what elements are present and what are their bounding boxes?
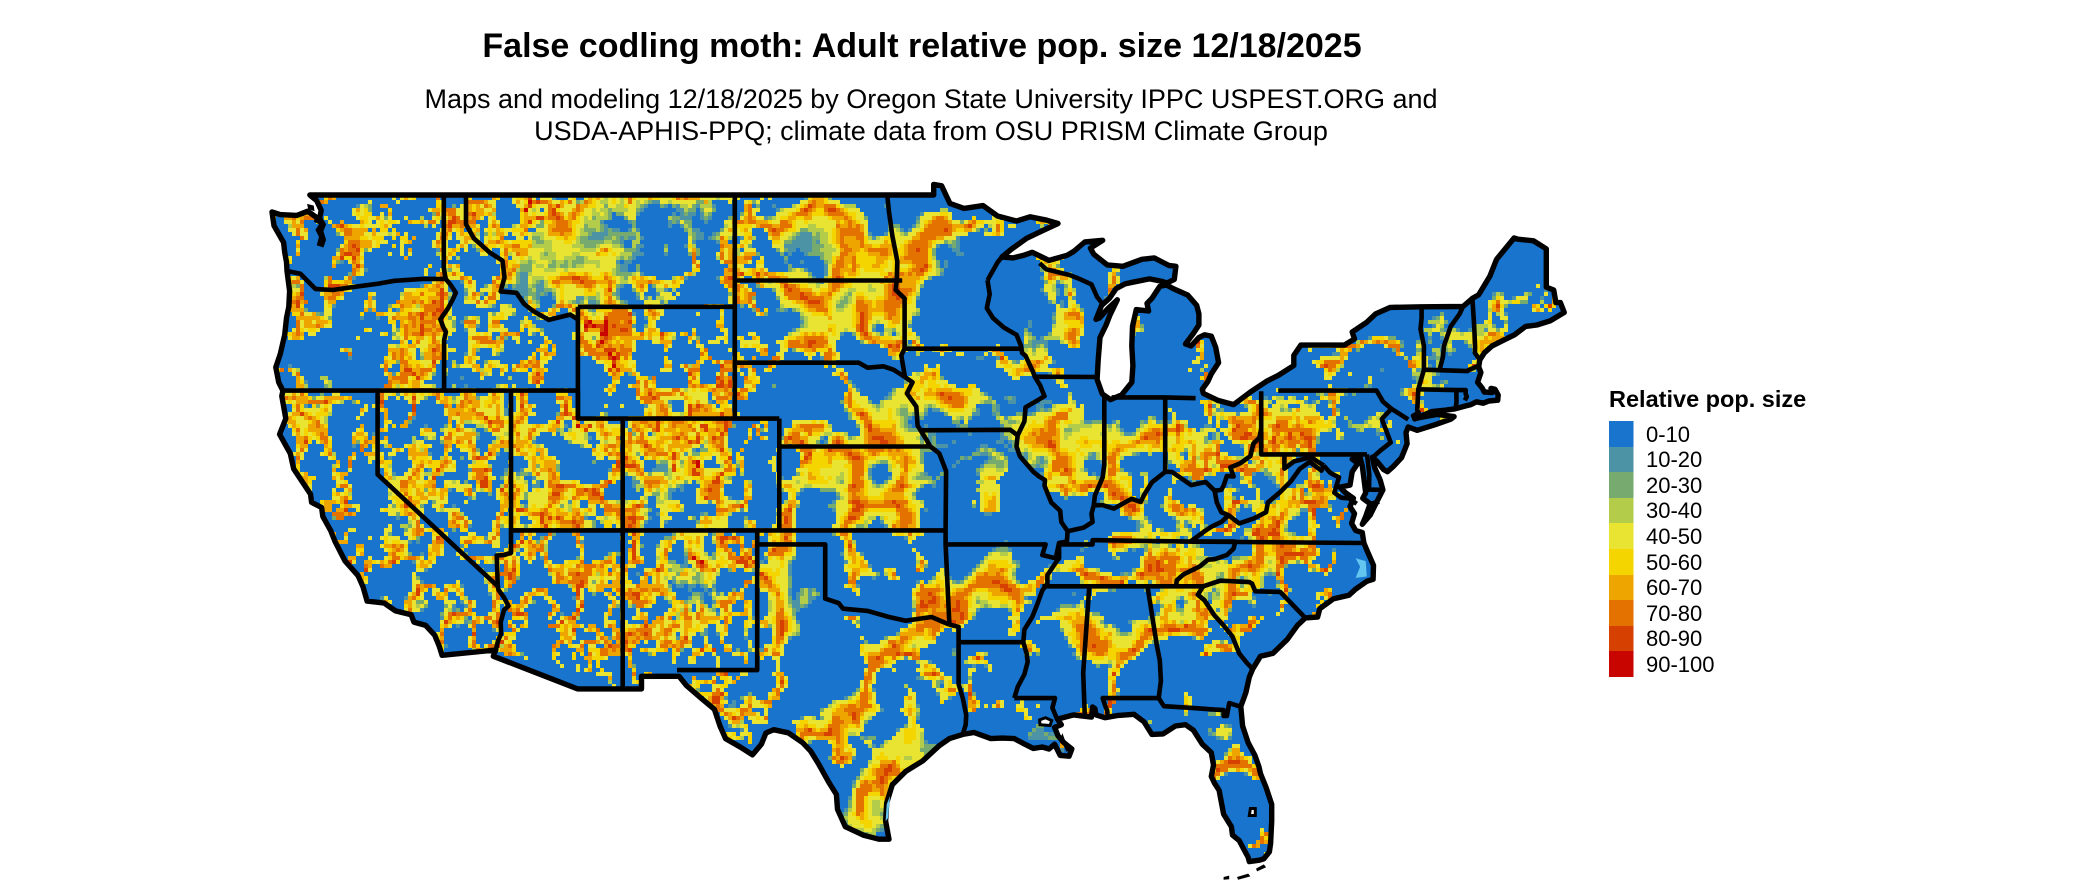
svg-text:30-40: 30-40	[1646, 498, 1702, 523]
svg-text:80-90: 80-90	[1646, 626, 1702, 651]
svg-text:70-80: 70-80	[1646, 601, 1702, 626]
svg-text:20-30: 20-30	[1646, 473, 1702, 498]
svg-text:False codling moth: Adult rela: False codling moth: Adult relative pop. …	[482, 27, 1361, 65]
svg-text:90-100: 90-100	[1646, 652, 1715, 677]
svg-text:40-50: 40-50	[1646, 524, 1702, 549]
svg-text:0-10: 0-10	[1646, 422, 1690, 447]
svg-text:60-70: 60-70	[1646, 575, 1702, 600]
svg-text:50-60: 50-60	[1646, 550, 1702, 575]
svg-text:Relative pop. size: Relative pop. size	[1609, 386, 1806, 412]
svg-text:Maps and modeling 12/18/2025 b: Maps and modeling 12/18/2025 by Oregon S…	[424, 84, 1437, 114]
svg-text:10-20: 10-20	[1646, 447, 1702, 472]
svg-text:USDA-APHIS-PPQ; climate data f: USDA-APHIS-PPQ; climate data from OSU PR…	[534, 116, 1328, 146]
